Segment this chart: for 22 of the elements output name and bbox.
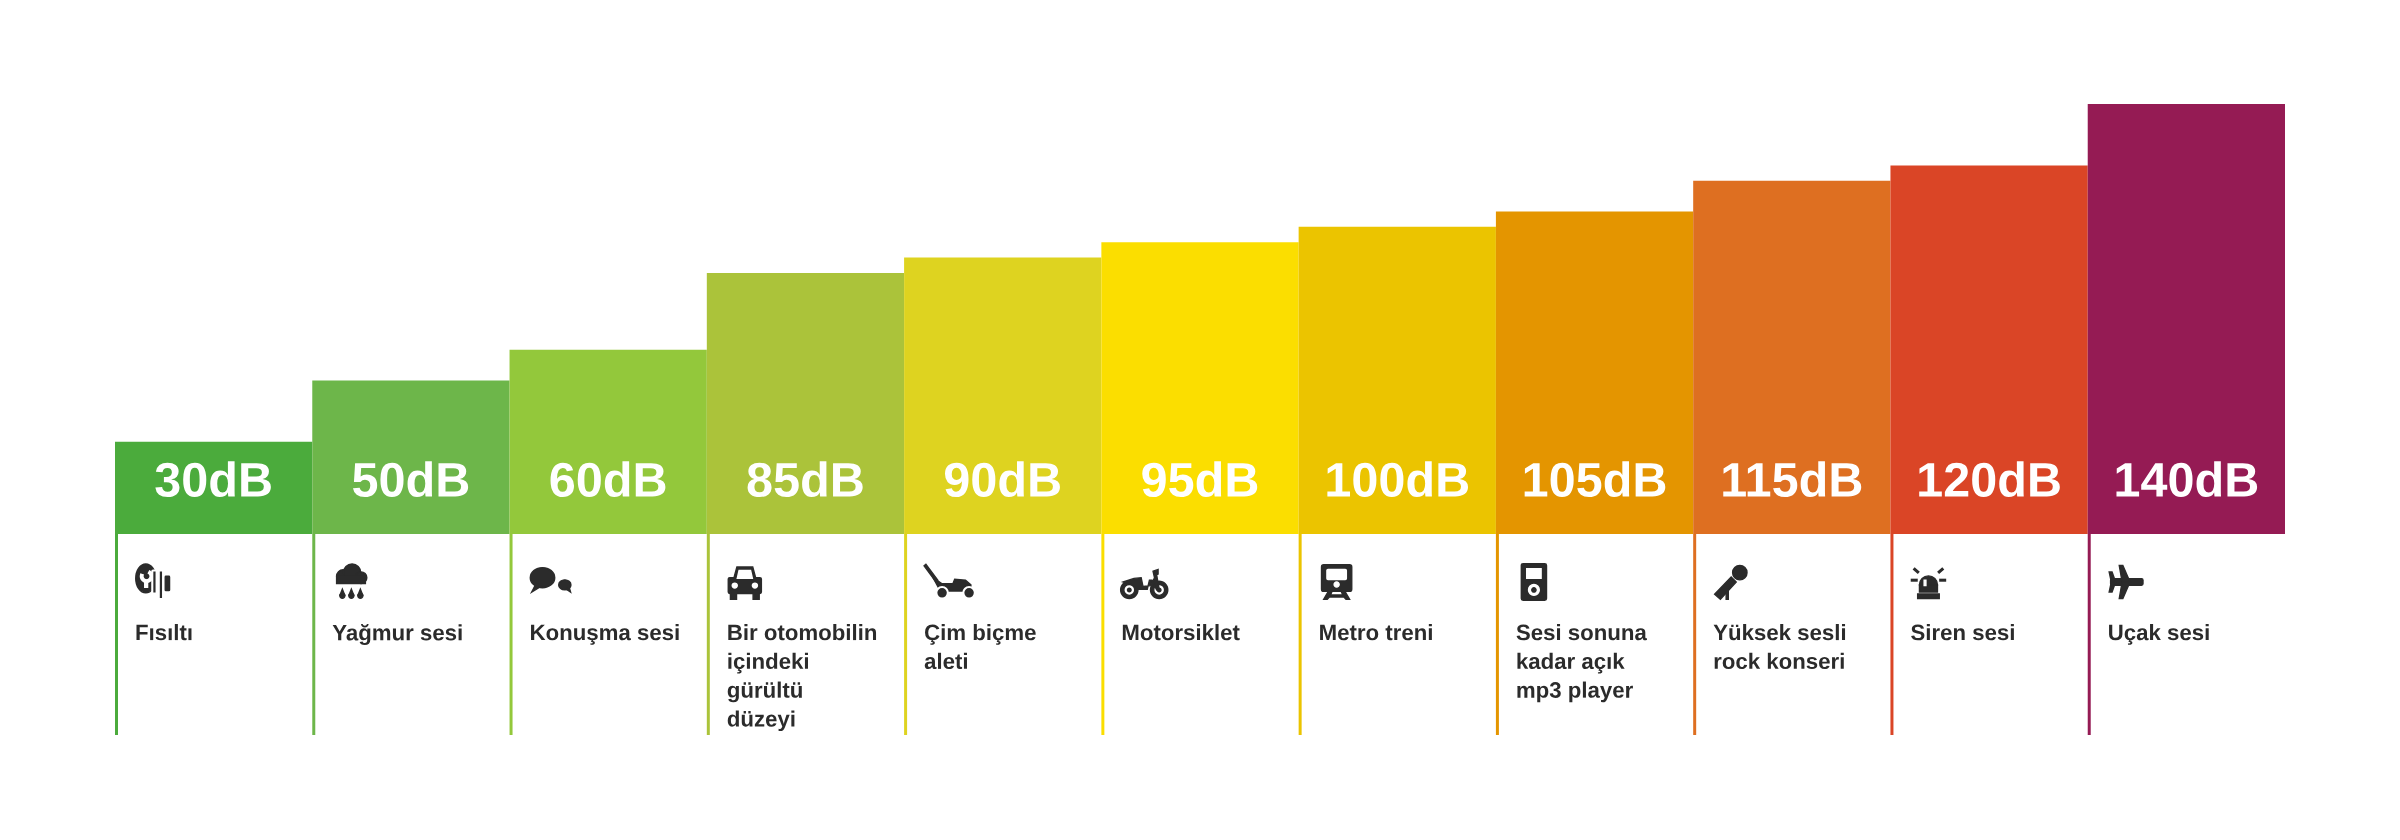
x-tick-label: Bir otomobilin içindeki gürültü düzeyi [727,624,877,732]
x-tick-label: Sesi sonuna kadar açık mp3 player [1516,624,1647,703]
data-label: 95dB [1142,461,1258,498]
x-tick-label: Yüksek sesli rock konseri [1713,624,1846,670]
x-tick-label: Siren sesi [1911,624,2014,641]
data-label: 105dB [1524,461,1666,498]
x-tick-label: Motorsiklet [1122,624,1240,641]
data-label: 30dB [155,461,271,498]
data-label: 60dB [550,461,666,498]
x-tick-label: Çim biçme aleti [924,624,1036,670]
data-label: 85dB [747,461,863,498]
x-tick-label: Fısıltı [136,624,192,641]
x-tick-label: Metro treni [1320,624,1432,641]
data-label: 120dB [1919,461,2060,498]
data-label: 115dB [1723,461,1862,498]
x-tick-label: Uçak sesi [2109,624,2209,645]
data-label: 50dB [352,461,469,498]
data-label: 140dB [2116,461,2258,498]
x-tick-label: Yağmur sesi [332,624,462,646]
data-label: 90dB [944,461,1060,498]
data-label: 100dB [1327,461,1469,498]
x-tick-label: Konuşma sesi [531,624,679,645]
